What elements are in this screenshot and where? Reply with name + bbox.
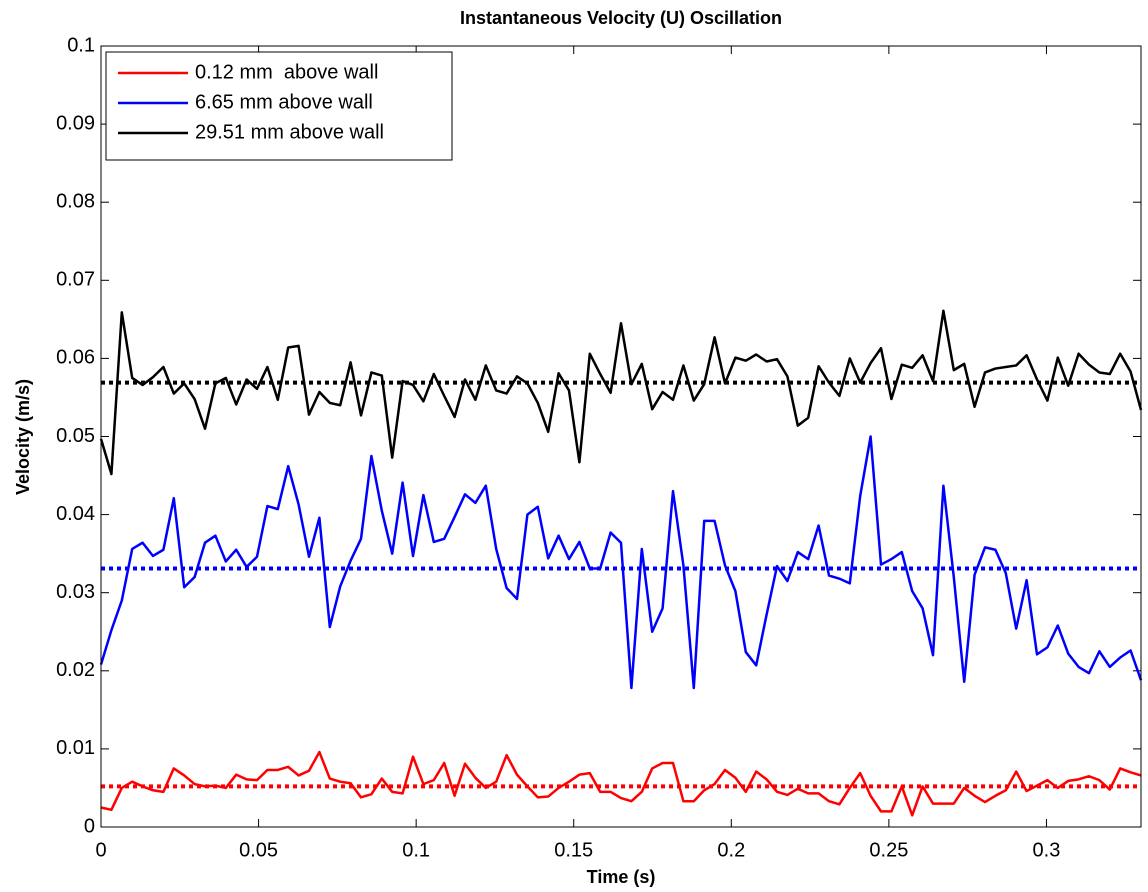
legend-label: 0.12 mm above wall (195, 61, 378, 83)
y-tick-label: 0.01 (56, 737, 95, 759)
x-tick-label: 0.05 (239, 839, 278, 861)
x-tick-label: 0.15 (554, 839, 593, 861)
y-tick-label: 0.03 (56, 581, 95, 603)
legend-label: 29.51 mm above wall (195, 121, 384, 143)
x-tick-label: 0.2 (717, 839, 745, 861)
y-tick-label: 0.07 (56, 269, 95, 291)
x-tick-label: 0 (95, 839, 106, 861)
plot-frame (100, 45, 1142, 828)
x-tick-label: 0.25 (869, 839, 908, 861)
series-line (100, 750, 1142, 817)
chart-title: Instantaneous Velocity (U) Oscillation (460, 8, 782, 28)
series-line (99, 435, 1143, 690)
y-tick-label: 0.06 (56, 347, 95, 369)
y-tick-label: 0.08 (56, 190, 95, 212)
y-tick-label: 0.04 (56, 503, 95, 525)
y-tick-label: 0.1 (67, 34, 95, 56)
y-tick-label: 0.02 (56, 659, 95, 681)
y-tick-label: 0 (84, 815, 95, 837)
x-axis-label: Time (s) (587, 867, 656, 887)
y-tick-label: 0.09 (56, 112, 95, 134)
x-tick-label: 0.1 (402, 839, 430, 861)
legend-label: 6.65 mm above wall (195, 91, 373, 113)
y-axis-label: Velocity (m/s) (13, 379, 33, 495)
legend-box (105, 51, 453, 161)
series-line (99, 309, 1143, 476)
x-tick-label: 0.3 (1033, 839, 1061, 861)
y-tick-label: 0.05 (56, 425, 95, 447)
